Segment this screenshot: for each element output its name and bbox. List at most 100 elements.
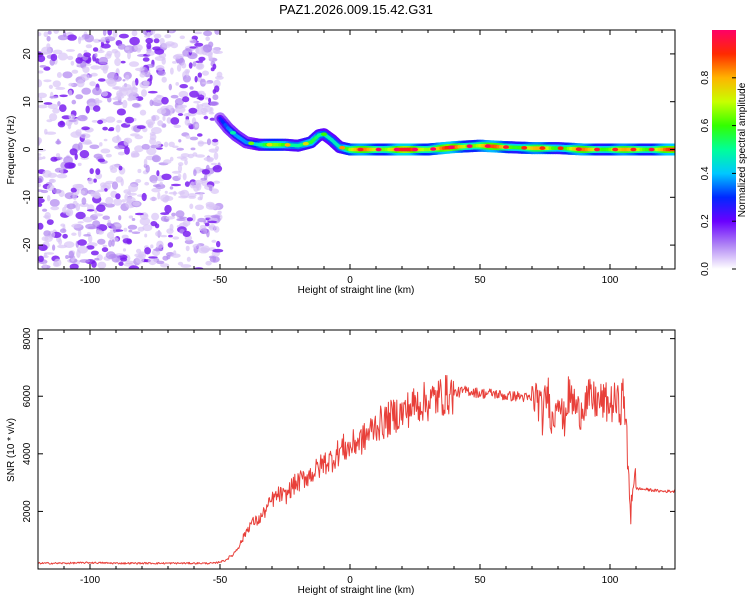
noise-blob <box>38 156 44 161</box>
noise-blob <box>77 114 88 122</box>
noise-blob <box>94 98 100 102</box>
noise-blob <box>209 117 216 121</box>
noise-blob <box>68 250 75 259</box>
noise-blob <box>139 217 151 226</box>
noise-blob <box>161 76 167 83</box>
x-tick-label: -50 <box>213 575 228 586</box>
noise-blob <box>144 233 148 238</box>
noise-blob <box>47 103 59 109</box>
noise-blob <box>187 193 197 198</box>
noise-blob <box>161 43 172 48</box>
noise-blob <box>75 211 86 220</box>
x-tick-label: -100 <box>80 275 100 286</box>
noise-blob <box>189 203 194 210</box>
noise-blob <box>45 131 57 135</box>
noise-blob <box>141 89 147 97</box>
noise-blob <box>179 216 188 219</box>
noise-blob <box>157 191 161 200</box>
noise-blob <box>156 108 167 115</box>
noise-blob <box>212 138 219 143</box>
noise-blob <box>42 262 47 269</box>
noise-blob <box>66 49 75 52</box>
noise-blob <box>188 62 193 69</box>
noise-blob <box>162 115 166 122</box>
noise-blob <box>42 208 48 212</box>
noise-blob <box>122 238 132 244</box>
noise-blob <box>38 202 43 207</box>
noise-blob <box>49 199 60 207</box>
noise-blob <box>153 184 162 188</box>
noise-blob <box>94 257 100 261</box>
noise-blob <box>211 239 217 243</box>
noise-blob <box>155 65 165 71</box>
noise-blob <box>129 36 140 46</box>
noise-blob <box>135 96 144 101</box>
noise-blob <box>137 168 142 174</box>
noise-blob <box>92 220 101 228</box>
noise-blob <box>197 141 208 145</box>
noise-blob <box>197 72 202 78</box>
noise-blob <box>62 233 68 239</box>
noise-blob <box>44 235 53 242</box>
spectrogram-marks <box>38 30 675 269</box>
noise-blob <box>212 94 219 101</box>
noise-blob <box>120 178 124 187</box>
noise-blob <box>197 62 203 69</box>
noise-blob <box>186 256 191 262</box>
noise-blob <box>178 139 182 143</box>
noise-blob <box>67 55 74 61</box>
ridge-peak <box>466 144 473 148</box>
noise-blob <box>157 120 164 127</box>
noise-blob <box>118 33 129 39</box>
noise-blob <box>200 107 208 114</box>
noise-blob <box>159 37 165 45</box>
noise-blob <box>172 236 180 240</box>
ridge-peak <box>412 147 418 152</box>
noise-blob <box>161 96 169 105</box>
noise-blob <box>46 184 55 191</box>
spectrogram-ylabel: Frequency (Hz) <box>6 116 17 185</box>
noise-blob <box>168 83 172 91</box>
ridge-peak <box>393 147 400 152</box>
noise-blob <box>69 263 79 269</box>
noise-blob <box>123 189 131 195</box>
noise-blob <box>136 248 142 254</box>
noise-blob <box>173 250 177 256</box>
noise-blob <box>112 97 122 101</box>
noise-blob <box>154 48 165 55</box>
noise-blob <box>142 57 150 62</box>
noise-blob <box>141 192 147 202</box>
noise-blob <box>184 181 190 187</box>
noise-blob <box>164 34 172 39</box>
noise-blob <box>38 79 43 88</box>
noise-blob <box>77 239 87 246</box>
noise-blob <box>147 90 158 94</box>
ridge-peak <box>284 143 291 147</box>
noise-blob <box>105 116 116 123</box>
noise-blob <box>117 151 126 156</box>
noise-blob <box>96 204 106 212</box>
noise-blob <box>118 165 123 171</box>
noise-blob <box>210 214 221 219</box>
noise-blob <box>94 53 98 58</box>
noise-blob <box>146 42 152 50</box>
noise-blob <box>197 217 206 223</box>
noise-blob <box>141 143 150 150</box>
noise-blob <box>97 158 106 163</box>
noise-blob <box>212 165 223 173</box>
noise-blob <box>142 80 150 86</box>
noise-blob <box>105 153 112 158</box>
noise-blob <box>64 162 75 169</box>
noise-blob <box>38 153 42 156</box>
noise-blob <box>204 97 210 100</box>
noise-blob <box>68 114 76 120</box>
noise-blob <box>145 164 150 173</box>
noise-blob <box>111 136 122 143</box>
noise-blob <box>160 234 168 238</box>
ridge-peak <box>630 147 637 152</box>
noise-blob <box>125 74 130 81</box>
noise-blob <box>123 227 128 232</box>
ridge-peak <box>339 145 346 150</box>
snr-series-line <box>38 375 675 565</box>
